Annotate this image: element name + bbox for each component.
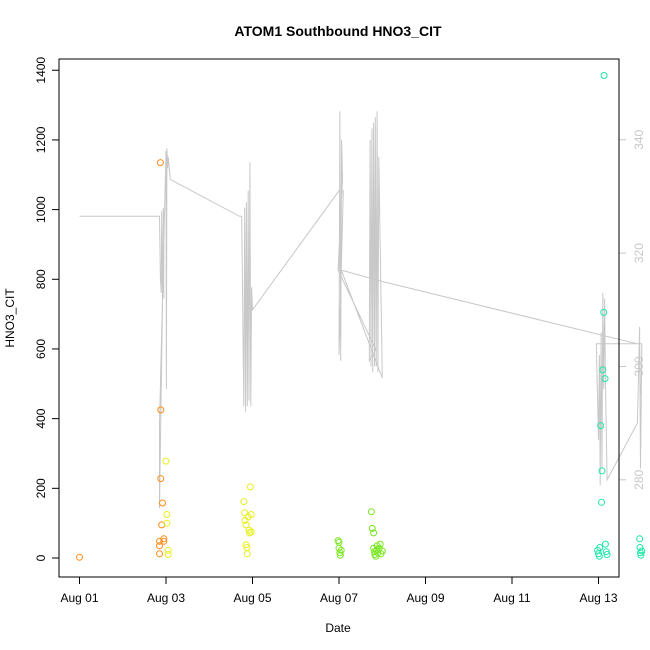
data-point xyxy=(76,553,83,561)
data-point xyxy=(600,72,608,79)
x-tick-label: Aug 09 xyxy=(406,591,444,605)
data-point xyxy=(240,498,248,506)
data-point xyxy=(160,537,168,545)
y-tick-label: 1400 xyxy=(34,57,48,84)
data-point xyxy=(370,529,378,537)
data-point xyxy=(637,551,645,559)
data-point xyxy=(162,457,170,465)
data-point xyxy=(160,535,168,543)
secondary-axis-line-layer xyxy=(79,111,643,509)
x-tick-label: Aug 01 xyxy=(60,591,98,605)
x-tick-label: Aug 07 xyxy=(320,591,358,605)
y-tick-label: 800 xyxy=(34,269,48,289)
data-point xyxy=(601,540,609,548)
data-point xyxy=(636,544,644,551)
data-point xyxy=(595,552,603,560)
data-point xyxy=(374,549,382,557)
data-point xyxy=(337,546,345,554)
data-point xyxy=(602,548,610,556)
data-point xyxy=(241,509,249,517)
y-tick-label: 600 xyxy=(34,339,48,359)
data-point xyxy=(246,529,253,537)
data-point xyxy=(157,475,165,483)
y-tick-label: 0 xyxy=(34,554,48,561)
data-point xyxy=(163,511,171,518)
data-point xyxy=(367,508,375,516)
data-point xyxy=(598,498,605,506)
data-point xyxy=(638,547,646,555)
y2-tick-label: 300 xyxy=(632,356,646,376)
data-point xyxy=(599,366,607,374)
y-tick-label: 1000 xyxy=(34,196,48,223)
data-point xyxy=(246,483,254,491)
data-point xyxy=(335,544,343,552)
data-point xyxy=(159,499,166,507)
x-tick-label: Aug 11 xyxy=(493,591,530,605)
data-point xyxy=(637,549,644,557)
y-tick-label: 200 xyxy=(34,478,48,498)
data-point xyxy=(368,524,376,532)
plot-frame xyxy=(58,58,620,578)
data-point xyxy=(600,308,608,316)
data-point xyxy=(598,467,606,475)
data-point xyxy=(636,535,644,543)
data-point xyxy=(596,544,604,551)
x-tick-label: Aug 03 xyxy=(147,591,185,605)
data-point xyxy=(156,550,163,558)
data-point xyxy=(376,540,384,548)
chart-title: ATOM1 Southbound HNO3_CIT xyxy=(234,23,442,39)
data-point xyxy=(156,159,164,167)
data-point xyxy=(163,519,171,527)
y-axis-label: HNO3_CIT xyxy=(3,288,17,348)
data-points-layer xyxy=(76,72,646,561)
data-point xyxy=(247,528,255,536)
y2-tick-label: 340 xyxy=(632,129,646,149)
data-point xyxy=(336,551,344,559)
x-tick-label: Aug 05 xyxy=(233,591,271,605)
data-point xyxy=(157,406,165,414)
data-point xyxy=(597,422,605,430)
x-axis-label: Date xyxy=(325,621,351,635)
data-point xyxy=(243,550,251,558)
data-point xyxy=(242,521,250,529)
y-tick-label: 400 xyxy=(34,408,48,428)
secondary-series-line xyxy=(79,111,643,509)
y2-tick-label: 280 xyxy=(632,469,646,489)
data-point xyxy=(247,511,255,518)
data-point xyxy=(603,551,611,558)
data-point xyxy=(378,547,386,555)
data-point xyxy=(601,375,609,383)
x-tick-label: Aug 13 xyxy=(579,591,617,605)
y-tick-label: 1200 xyxy=(34,126,48,153)
y2-tick-label: 320 xyxy=(632,243,646,263)
data-point xyxy=(156,542,163,550)
data-point xyxy=(164,551,172,558)
data-point xyxy=(245,526,253,534)
data-point xyxy=(164,546,172,554)
